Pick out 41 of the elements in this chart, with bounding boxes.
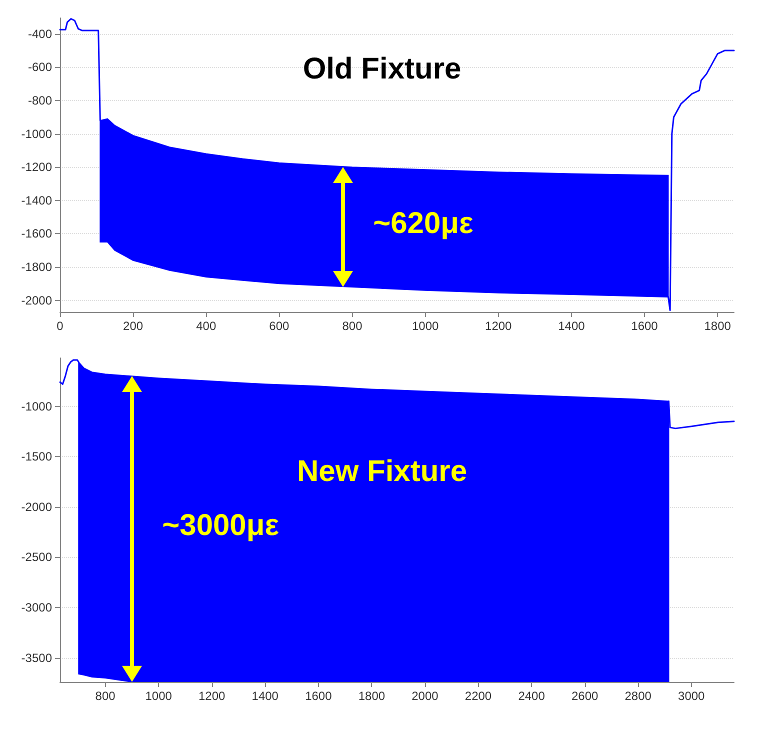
x-tick-label: 2600 [571, 689, 598, 703]
x-tick-label: 400 [196, 319, 216, 333]
x-tick-label: 3000 [678, 689, 706, 703]
x-tick-label: 1600 [305, 689, 332, 703]
x-tick-label: 2800 [624, 689, 652, 703]
x-tick-label: 2400 [518, 689, 546, 703]
y-tick-label: -800 [28, 93, 52, 108]
x-tick-label: 1200 [485, 319, 512, 333]
y-tick-label: -600 [28, 60, 52, 74]
x-tick-label: 2200 [464, 689, 492, 703]
x-tick-label: 1600 [631, 319, 658, 333]
y-tick-label: -1200 [21, 160, 52, 174]
x-tick-label: 1200 [198, 689, 226, 703]
x-tick-label: 800 [342, 319, 363, 333]
annotation: ~3000με [162, 509, 279, 544]
y-tick-label: -1500 [21, 450, 52, 464]
y-tick-label: -2000 [21, 500, 52, 514]
x-tick-label: 200 [123, 319, 144, 333]
x-tick-label: 1400 [252, 689, 279, 703]
text: New Fixture [296, 455, 468, 488]
y-tick-label: -2500 [21, 550, 52, 564]
x-tick-label: 1000 [145, 689, 172, 703]
y-tick-label: -1600 [21, 226, 52, 241]
annotation: ~620με [373, 206, 474, 241]
x-tick-label: 1800 [358, 689, 386, 703]
y-tick-label: -1800 [21, 260, 52, 274]
x-tick-label: 1800 [704, 319, 732, 333]
y-tick-label: -3500 [21, 650, 52, 665]
y-tick-label: -1400 [21, 193, 52, 208]
x-tick-label: 1400 [558, 319, 586, 333]
text: Old Fixture [302, 52, 462, 86]
x-tick-label: 800 [95, 689, 116, 703]
y-tick-label: -2000 [21, 293, 52, 308]
x-tick-label: 1000 [412, 319, 439, 333]
x-tick-label: 0 [56, 319, 64, 333]
x-tick-label: 2000 [412, 689, 439, 703]
y-tick-label: -3000 [21, 600, 52, 615]
y-tick-label: -1000 [21, 399, 52, 414]
y-tick-label: -400 [28, 26, 52, 41]
x-tick-label: 600 [269, 319, 290, 333]
y-tick-label: -1000 [21, 126, 52, 141]
